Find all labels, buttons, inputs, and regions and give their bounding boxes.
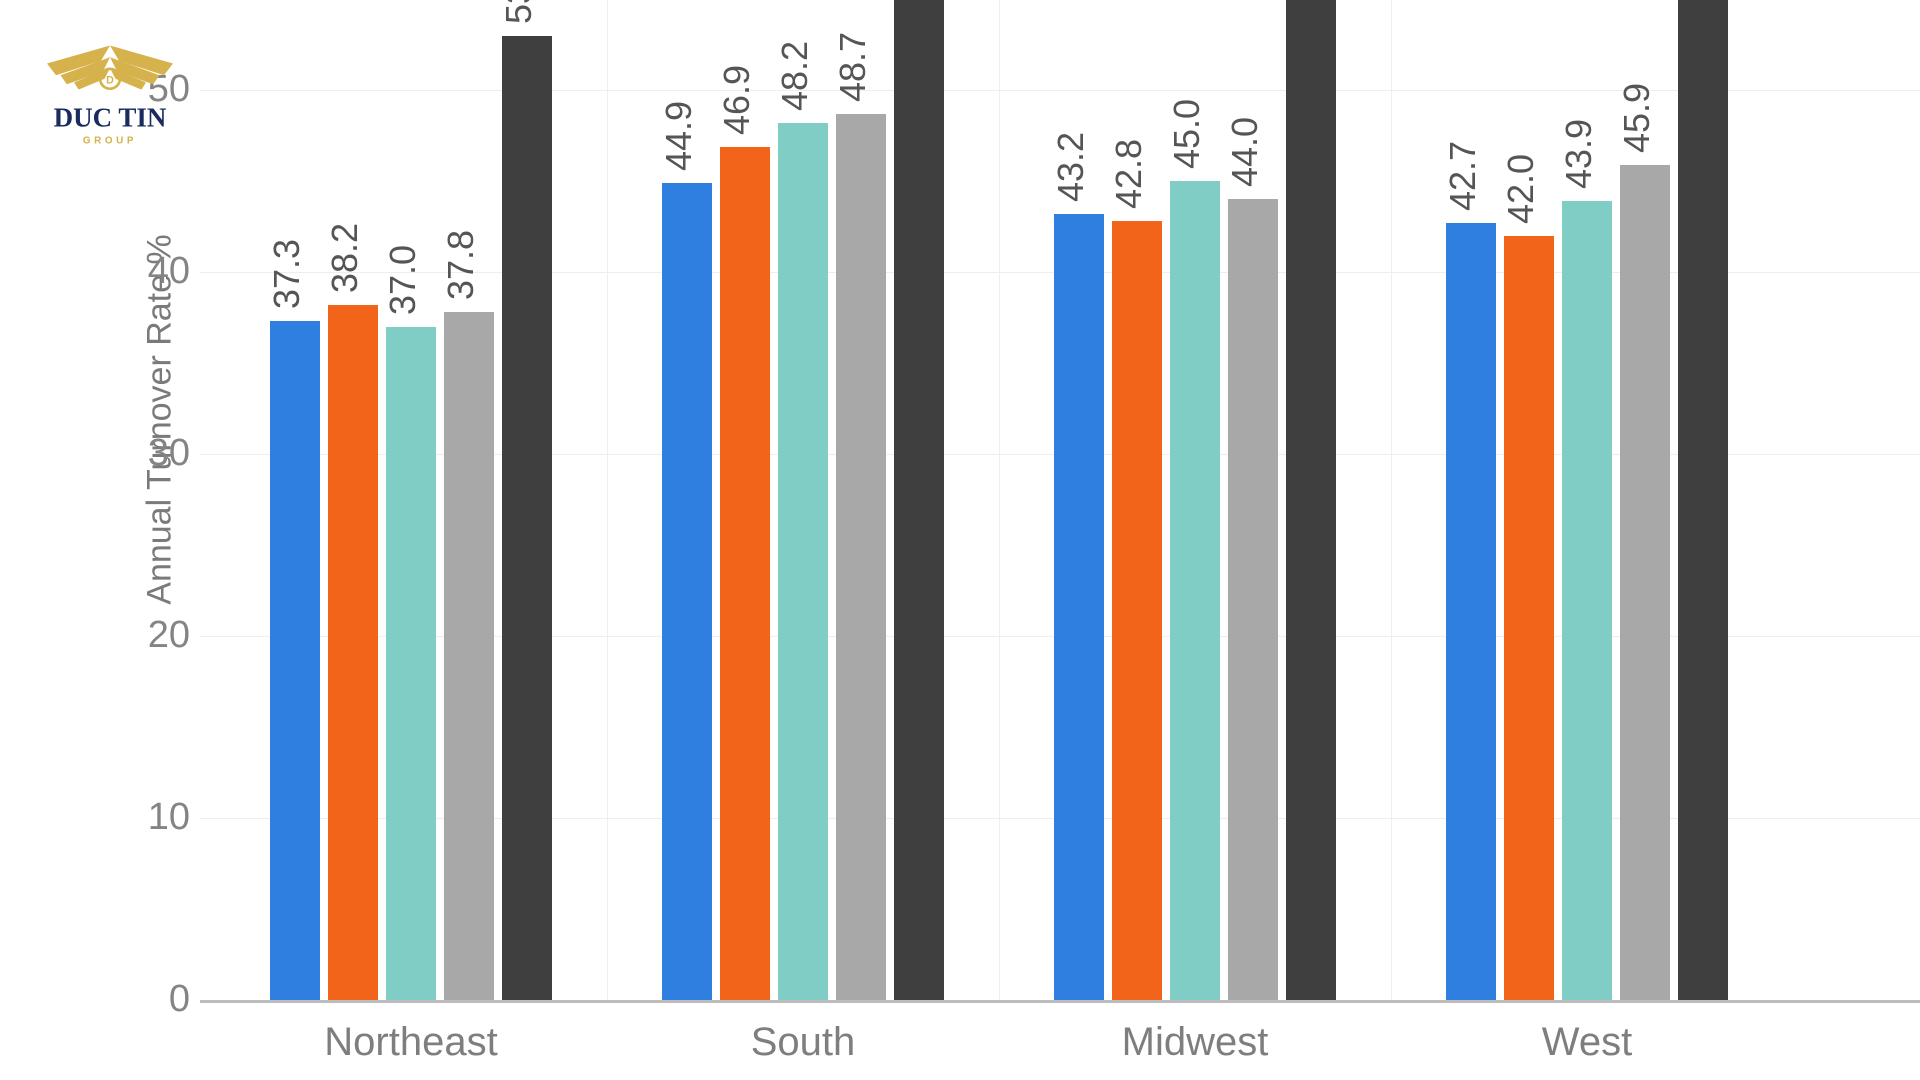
bar-value-label: 43.2 [1050,132,1092,202]
bar-value-label: 46.9 [716,65,758,135]
bar-value-label: 48.7 [832,32,874,102]
bar-value-label: 42.0 [1500,154,1542,224]
bar [1112,221,1162,1000]
bar [778,123,828,1000]
bar [720,147,770,1000]
bar [894,0,944,1000]
x-tick-label: Midwest [1045,1020,1345,1065]
bar-value-label: 37.8 [440,230,482,300]
bar [1678,0,1728,1000]
bar [1504,236,1554,1000]
bar [270,321,320,1000]
x-tick-label: Northeast [261,1020,561,1065]
svg-text:D: D [106,74,114,86]
bar [662,183,712,1000]
bar [328,305,378,1000]
bar-value-label: 42.8 [1108,139,1150,209]
logo-main-text: DUC TIN [54,103,167,133]
bar [502,36,552,1000]
bar-value-label: 48.2 [774,41,816,111]
bar-value-label: 43.9 [1558,119,1600,189]
bar-value-label: 45.9 [1616,83,1658,153]
bar [444,312,494,1000]
vertical-gridline [999,0,1000,1000]
bar-value-label: 44.0 [1224,117,1266,187]
y-tick-label: 10 [130,796,190,839]
bar-value-label: 44.9 [658,101,700,171]
gridline [200,90,1920,91]
vertical-gridline [607,0,608,1000]
bar [386,327,436,1000]
y-tick-label: 0 [130,978,190,1021]
x-axis-baseline [200,1000,1920,1003]
bar-value-label: 53 [498,0,540,24]
bar-value-label: 38.2 [324,223,366,293]
bar [836,114,886,1000]
logo-sub-text: GROUP [83,136,137,147]
bar-value-label: 37.3 [266,239,308,309]
bar-value-label: 45.0 [1166,99,1208,169]
bar-value-label: 37.0 [382,245,424,315]
y-tick-label: 20 [130,614,190,657]
x-tick-label: West [1437,1020,1737,1065]
bar [1446,223,1496,1000]
y-tick-label: 30 [130,432,190,475]
bar [1228,199,1278,1000]
vertical-gridline [1391,0,1392,1000]
brand-logo: D DUC TIN GROUP [20,30,200,160]
bar [1562,201,1612,1000]
plot-area: 37.3 38.2 37.0 37.8 53 44.9 46.9 48.2 48.7 43.2 42… [200,0,1920,1000]
x-tick-label: South [653,1020,953,1065]
bar [1054,214,1104,1000]
bar [1286,0,1336,1000]
bar-value-label: 42.7 [1442,141,1484,211]
bar [1170,181,1220,1000]
y-tick-label: 40 [130,250,190,293]
bar [1620,165,1670,1000]
